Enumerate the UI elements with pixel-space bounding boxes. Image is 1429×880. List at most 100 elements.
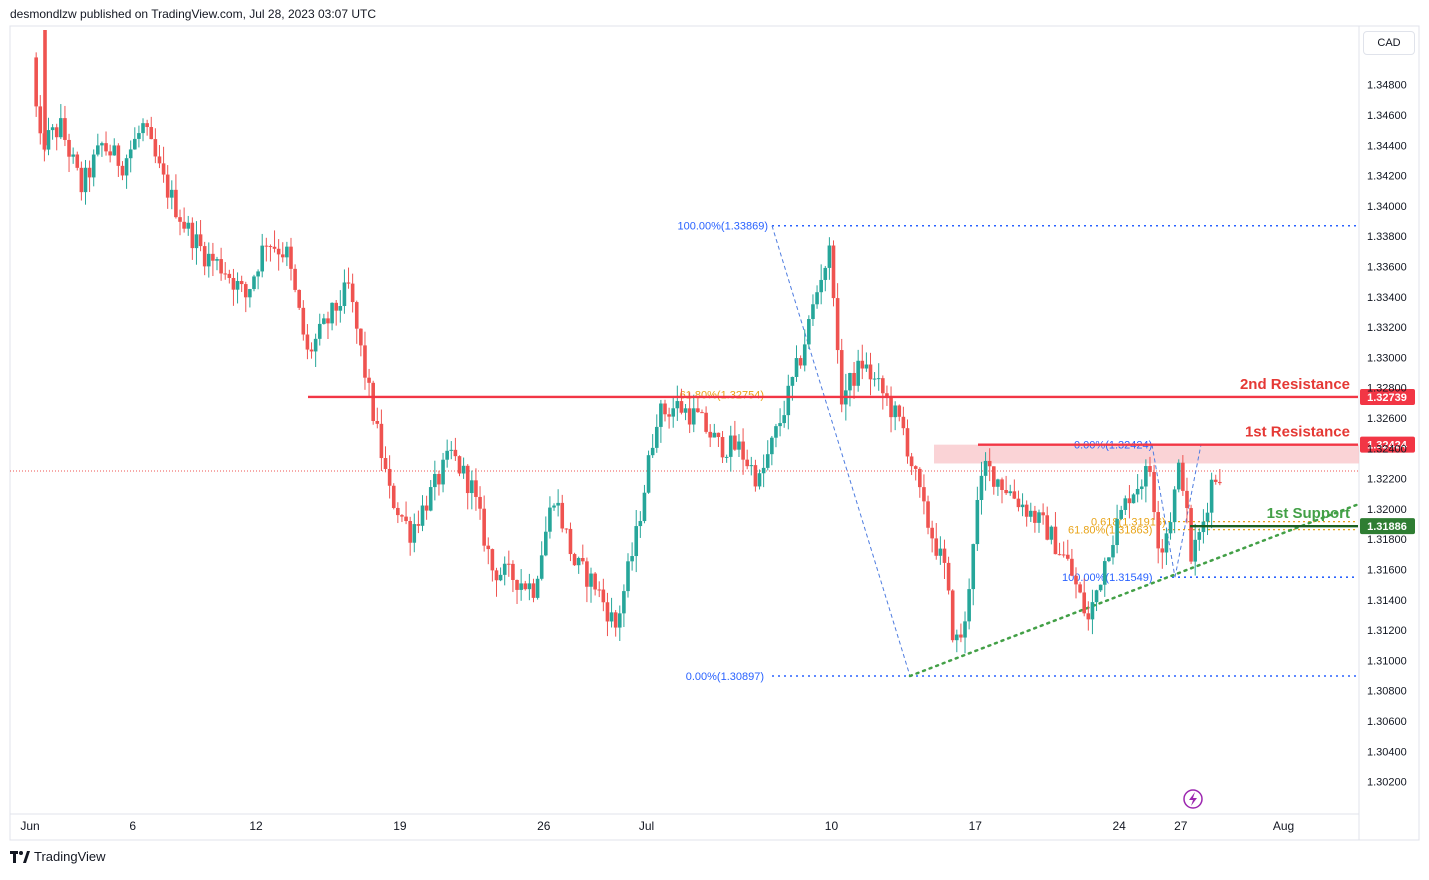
candle-up bbox=[96, 145, 100, 155]
candle-down bbox=[375, 420, 380, 424]
candle-up bbox=[1008, 491, 1013, 494]
fib-connector bbox=[771, 225, 911, 677]
fib-label: 0.618(1.31916) bbox=[1091, 517, 1166, 529]
candle-down bbox=[568, 528, 573, 555]
price-tick-label: 1.32600 bbox=[1367, 413, 1407, 425]
candle-up bbox=[1168, 522, 1173, 534]
price-tick-label: 1.31400 bbox=[1367, 595, 1407, 607]
candle-up bbox=[83, 167, 88, 193]
candle-down bbox=[227, 273, 232, 278]
candle-down bbox=[601, 589, 606, 603]
candle-up bbox=[1197, 532, 1202, 540]
currency-button[interactable]: CAD bbox=[1363, 31, 1415, 55]
candle-down bbox=[605, 602, 610, 622]
candle-down bbox=[404, 516, 408, 522]
price-tick-label: 1.32000 bbox=[1367, 504, 1407, 516]
candle-down bbox=[987, 460, 992, 467]
candle-up bbox=[112, 145, 117, 156]
tradingview-brand[interactable]: TradingView bbox=[10, 849, 106, 864]
candle-down bbox=[104, 143, 108, 152]
price-tick-label: 1.33600 bbox=[1367, 262, 1407, 274]
candle-up bbox=[317, 323, 322, 339]
candle-down bbox=[885, 393, 889, 398]
candle-down bbox=[560, 502, 565, 529]
candle-up bbox=[955, 634, 959, 641]
candle-down bbox=[926, 501, 930, 528]
candle-down bbox=[174, 189, 178, 218]
candle-up bbox=[71, 154, 75, 157]
brand-text: TradingView bbox=[34, 849, 106, 864]
candle-up bbox=[137, 133, 141, 139]
candle-up bbox=[1098, 584, 1103, 591]
ascending-trendline bbox=[908, 503, 1360, 678]
fib-label: 100.00%(1.33869) bbox=[677, 221, 768, 233]
candle-up bbox=[737, 441, 741, 450]
candle-up bbox=[1090, 602, 1095, 620]
time-tick-label: Jul bbox=[639, 819, 654, 833]
candle-up bbox=[638, 521, 643, 527]
time-tick-label: Aug bbox=[1273, 819, 1294, 833]
candle-down bbox=[239, 281, 244, 285]
candle-down bbox=[396, 507, 400, 516]
candle-up bbox=[872, 378, 877, 380]
candle-up bbox=[630, 556, 634, 562]
lightning-icon[interactable] bbox=[1183, 789, 1203, 809]
candle-up bbox=[815, 292, 819, 305]
candle-up bbox=[285, 246, 289, 258]
price-tick-label: 1.31000 bbox=[1367, 655, 1407, 667]
candle-down bbox=[182, 221, 186, 229]
candle-down bbox=[1181, 462, 1185, 491]
candle-down bbox=[1156, 512, 1160, 549]
candle-down bbox=[1078, 584, 1082, 593]
candle-down bbox=[120, 165, 125, 176]
price-tick-label: 1.31600 bbox=[1367, 565, 1407, 577]
candle-up bbox=[626, 561, 630, 592]
candle-up bbox=[539, 555, 544, 579]
candle-down bbox=[1061, 554, 1066, 556]
candle-up bbox=[802, 344, 807, 366]
candle-down bbox=[149, 127, 154, 140]
candle-up bbox=[1131, 494, 1136, 504]
time-tick-label: 24 bbox=[1112, 819, 1126, 833]
candle-down bbox=[326, 318, 330, 324]
candle-down bbox=[153, 139, 158, 157]
candle-down bbox=[930, 527, 934, 539]
candle-up bbox=[642, 492, 647, 522]
candle-up bbox=[576, 557, 581, 566]
candle-down bbox=[79, 167, 84, 193]
candle-down bbox=[700, 412, 704, 414]
candle-up bbox=[498, 574, 503, 581]
candle-up bbox=[412, 524, 417, 543]
candle-down bbox=[1041, 512, 1045, 516]
candle-down bbox=[63, 118, 67, 140]
time-axis-labels: Jun 6 12 19 26 Jul 10 17 24 27 Aug bbox=[20, 819, 1294, 833]
candle-down bbox=[437, 473, 441, 485]
candle-down bbox=[482, 508, 486, 546]
candle-down bbox=[367, 377, 371, 383]
candle-up bbox=[502, 563, 507, 575]
candle-up bbox=[827, 245, 832, 268]
candle-up bbox=[194, 234, 199, 249]
candle-up bbox=[330, 302, 334, 324]
candle-down bbox=[268, 246, 273, 248]
candle-down bbox=[211, 253, 215, 261]
time-tick-label: 26 bbox=[537, 819, 551, 833]
candle-down bbox=[359, 328, 363, 346]
candle-up bbox=[963, 621, 967, 638]
candle-down bbox=[1045, 515, 1050, 540]
candle-down bbox=[852, 372, 856, 386]
level-name: 2nd Resistance bbox=[1240, 376, 1350, 393]
candle-up bbox=[1135, 488, 1140, 495]
candle-down bbox=[1189, 508, 1193, 562]
candle-up bbox=[470, 480, 474, 494]
candle-down bbox=[1033, 510, 1037, 523]
candle-up bbox=[1049, 526, 1054, 540]
candle-down bbox=[909, 456, 914, 467]
fib-label: 0.00%(1.30897) bbox=[686, 671, 764, 683]
candle-down bbox=[408, 521, 412, 543]
candle-down bbox=[289, 246, 293, 269]
candle-down bbox=[704, 412, 708, 432]
candle-down bbox=[663, 403, 667, 415]
